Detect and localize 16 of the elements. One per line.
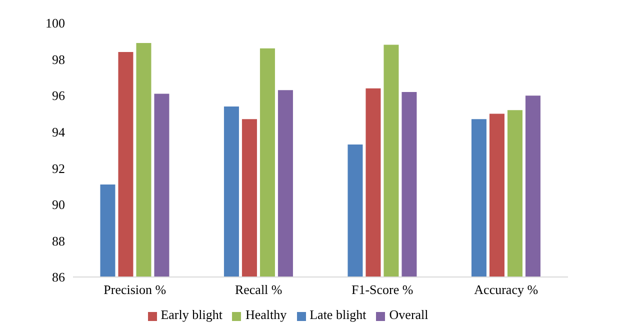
legend-label: Early blight xyxy=(160,307,222,322)
y-tick-label: 86 xyxy=(52,270,66,285)
y-tick-label: 88 xyxy=(52,233,65,248)
legend-label: Overall xyxy=(389,307,428,322)
legend-label: Healthy xyxy=(245,307,287,322)
x-tick-label: Accuracy % xyxy=(474,282,538,298)
y-tick-label: 92 xyxy=(52,160,65,176)
y-tick-label: 94 xyxy=(52,124,66,140)
x-tick-label: Recall % xyxy=(234,282,282,298)
legend-label: Late blight xyxy=(310,307,366,322)
y-tick-label: 96 xyxy=(52,88,66,104)
y-tick-label: 90 xyxy=(52,197,65,212)
y-tick-label: 100 xyxy=(46,16,65,31)
x-tick-label: Precision % xyxy=(104,282,166,298)
y-tick-label: 98 xyxy=(52,52,65,67)
x-tick-label: F1-Score % xyxy=(352,282,414,298)
